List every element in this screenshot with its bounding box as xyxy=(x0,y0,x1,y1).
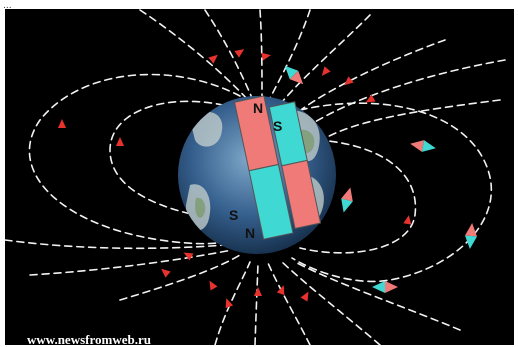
field-arrow xyxy=(403,215,412,225)
compass-needle xyxy=(410,140,436,152)
field-arrow xyxy=(261,52,271,61)
field-line xyxy=(321,99,501,141)
field-line xyxy=(267,262,311,346)
field-arrow xyxy=(234,49,245,58)
field-line xyxy=(281,261,381,346)
field-arrow xyxy=(58,119,66,128)
field-arrow xyxy=(300,291,309,302)
field-arrow xyxy=(225,298,234,309)
field-arrow xyxy=(161,268,171,278)
field-arrow xyxy=(254,287,262,296)
field-lines xyxy=(4,9,506,346)
field-line xyxy=(254,263,259,346)
pole-label-n-top: N xyxy=(253,100,263,116)
field-arrow xyxy=(344,76,354,86)
field-arrow xyxy=(209,280,218,291)
field-line xyxy=(281,14,371,103)
compass-needle xyxy=(341,187,353,213)
field-arrow xyxy=(183,252,194,261)
field-line xyxy=(259,9,263,97)
field-line xyxy=(309,59,506,126)
magnet-cyan-south xyxy=(268,101,322,230)
pole-label-s-top: S xyxy=(273,118,282,134)
bar-magnets: N S S N xyxy=(229,95,322,241)
field-arrows xyxy=(58,49,412,309)
field-line xyxy=(4,239,226,250)
field-line xyxy=(299,139,417,254)
field-arrow xyxy=(365,94,376,103)
compass-needles xyxy=(284,65,477,293)
field-line xyxy=(29,249,233,276)
compass-needle xyxy=(284,65,304,85)
field-line xyxy=(214,261,251,346)
pole-label-s-bottom: S xyxy=(229,207,238,223)
field-line xyxy=(28,73,246,245)
field-line xyxy=(109,100,239,223)
watermark-text: www.newsfromweb.ru xyxy=(27,332,151,347)
compass-needle xyxy=(372,281,398,293)
field-line xyxy=(119,254,241,301)
field-arrow xyxy=(208,54,218,64)
field-arrow xyxy=(116,137,124,146)
magnet-red-north xyxy=(233,95,294,240)
field-line xyxy=(291,102,493,283)
field-line xyxy=(269,9,311,99)
field-line xyxy=(204,9,253,99)
pole-label-n-bottom: N xyxy=(245,225,255,241)
field-line xyxy=(139,9,249,101)
field-arrow xyxy=(321,66,331,76)
field-line xyxy=(297,39,446,113)
header-dots: ... xyxy=(3,1,12,11)
field-line xyxy=(294,261,461,331)
field-arrow xyxy=(276,285,285,296)
compass-needle xyxy=(465,223,477,249)
